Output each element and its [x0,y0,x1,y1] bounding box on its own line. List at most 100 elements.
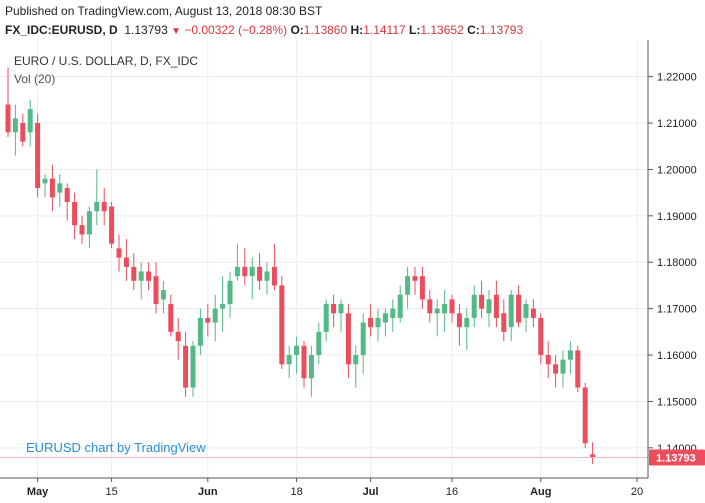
price-tick-label: 1.15000 [657,396,697,408]
candle-body [493,294,499,318]
candle [160,280,166,314]
time-tick-label: 18 [290,486,302,498]
candle [64,183,70,221]
watermark-text[interactable]: EURUSD chart by TradingView [26,440,206,455]
candle-body [5,104,11,133]
candle-body [338,304,344,314]
candle-body [57,183,63,193]
candle-body [234,266,240,277]
candle-body [294,345,300,356]
candle-body [390,308,396,318]
candle [271,243,277,291]
candle-body [545,355,551,365]
candle [131,252,137,291]
candle [242,248,248,286]
candle-body [567,350,573,360]
candle [264,262,270,295]
candle-body [523,304,529,318]
candle-body [331,304,337,314]
candle [35,113,41,198]
last-price: 1.13793 [124,23,168,37]
candle [20,113,26,147]
candle-body [109,206,115,244]
candle-body [360,322,366,356]
candle-body [205,317,211,323]
candle [101,188,107,226]
candle-body [516,294,522,323]
candle [323,299,329,342]
price-tick-label: 1.18000 [657,257,697,269]
candle-body [49,178,55,198]
price-tick-label: 1.20000 [657,164,697,176]
candle-body [197,317,203,346]
candle-body [86,211,92,235]
candle [427,290,433,323]
candle [412,266,418,295]
candle [442,290,448,332]
candle [227,271,233,318]
candle [27,99,33,147]
candle [449,294,455,323]
low-label: L: [409,23,421,37]
candle-body [301,345,307,379]
candle [390,299,396,332]
time-tick-label: May [27,486,49,498]
candle [382,308,388,337]
price-tick-label: 1.19000 [657,211,697,223]
candle-body [456,313,462,328]
candle [508,290,514,342]
candle [86,206,92,249]
candle [279,276,285,369]
candle [501,299,507,342]
candle-body [486,299,492,314]
candle-body [175,331,181,342]
candle [197,308,203,356]
candle [538,313,544,365]
candle [109,201,115,249]
candle-body [257,266,263,281]
candle-body [316,331,322,356]
candle-body [35,123,41,189]
candle-body [345,313,351,365]
triangle-down-icon: ▼ [171,26,181,37]
candle-body [508,294,514,328]
candle [471,285,477,328]
candle-body [560,359,566,374]
candle-body [590,454,596,458]
price-axis[interactable]: 1.22000 1.21000 1.20000 1.19000 1.18000 1.170… [648,72,697,455]
candle [249,257,255,300]
candle [405,266,411,309]
candle [338,299,344,332]
candle-body [153,276,159,305]
candle [375,308,381,342]
candle-body [412,276,418,281]
candle [560,350,566,388]
time-tick-label: 20 [631,486,643,498]
candle-body [434,308,440,314]
candle-body [397,294,403,318]
candle-body [220,304,226,309]
candle-body [264,271,270,281]
candle-body [464,317,470,328]
time-axis[interactable]: May 15 Jun 18 Jul 16 Aug 20 [27,478,643,498]
candle-body [190,345,196,388]
candle [493,280,499,328]
candle [79,215,85,244]
candle [72,192,78,240]
candle-body [471,294,477,318]
symbol-label: FX_IDC:EURUSD, D [5,23,118,37]
candle [12,104,18,156]
candle [434,299,440,337]
candle [516,285,522,328]
candle [146,262,152,291]
candle-body [308,355,314,379]
candle-body [501,313,507,332]
candle-body [553,364,559,374]
published-line: Published on TradingView.com, August 13,… [5,4,323,18]
candle-body [368,317,374,328]
grid [0,40,648,478]
candle-body [116,248,122,258]
candle-body [146,271,152,281]
